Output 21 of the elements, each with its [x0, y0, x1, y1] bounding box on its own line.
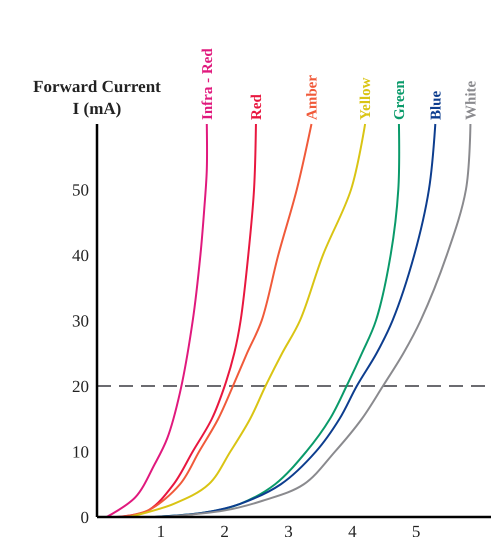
text: Green — [392, 80, 408, 120]
y-tick-label: 20 — [72, 376, 89, 396]
x-tick-label: 3 — [284, 522, 293, 537]
text: Infra - Red — [200, 48, 216, 120]
y-tick-label: 50 — [72, 180, 89, 200]
y-tick-label: 10 — [72, 442, 89, 462]
x-tick-label: 4 — [348, 522, 358, 537]
x-tick-label: 1 — [156, 522, 166, 537]
y-tick-label: 30 — [72, 311, 89, 330]
line-series — [106, 123, 208, 518]
text: White — [463, 80, 480, 120]
text: Yellow — [358, 77, 374, 120]
x-tick-label: 2 — [220, 522, 229, 537]
line-series — [128, 123, 366, 518]
y-tick-label: 0 — [80, 508, 89, 527]
y-tick-label: 40 — [72, 246, 89, 265]
text: Red — [248, 94, 265, 120]
text: Amber — [304, 74, 320, 120]
text: Blue — [428, 90, 444, 120]
x-tick-label: 5 — [412, 522, 420, 537]
y-axis-title: Forward Current I (mA) — [33, 77, 162, 118]
